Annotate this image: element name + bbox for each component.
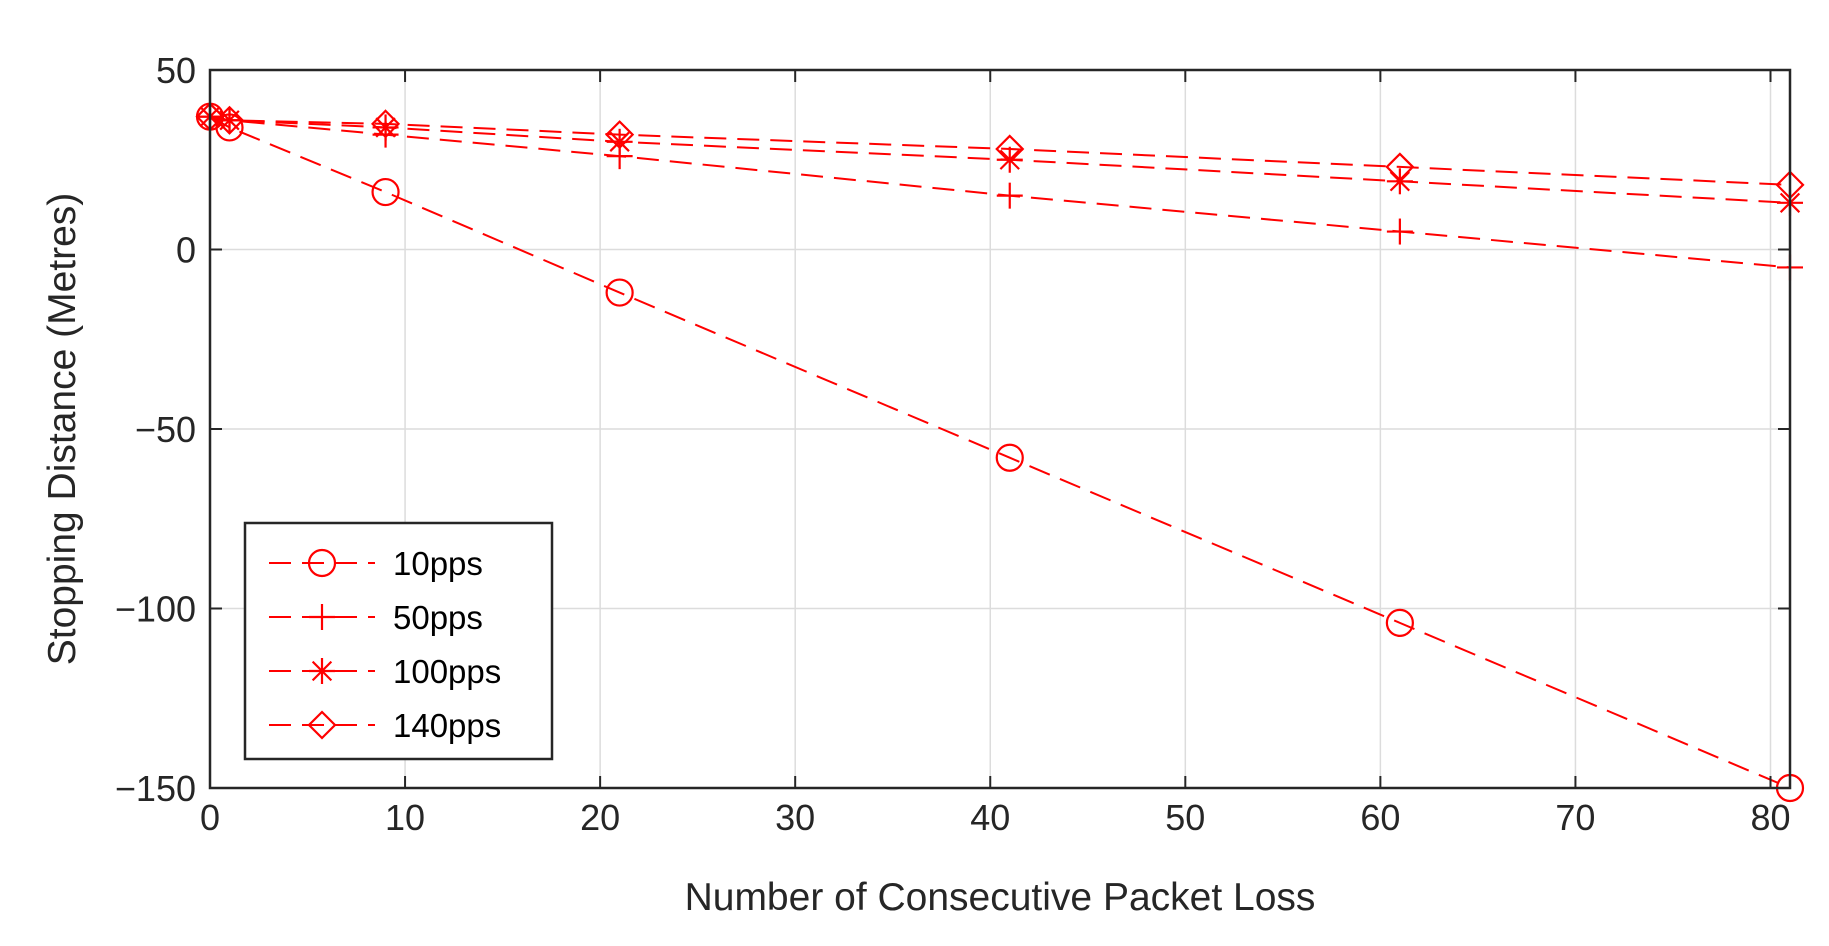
x-tick-label: 30: [775, 797, 815, 838]
marker-circle-shape: [371, 177, 400, 207]
y-tick-label: 0: [176, 230, 196, 271]
legend-label: 10pps: [393, 545, 483, 582]
marker-diamond-shape: [995, 134, 1025, 164]
data-point-10pps: [995, 443, 1024, 472]
data-point-140pps: [995, 134, 1025, 164]
x-tick-label: 0: [200, 797, 220, 838]
marker-star-d2: [311, 660, 333, 682]
marker-circle-shape: [1385, 608, 1414, 637]
x-tick-label: 20: [580, 797, 620, 838]
legend-box: [243, 521, 554, 761]
legend-marker: [309, 604, 335, 630]
x-tick-label: 50: [1165, 797, 1205, 838]
data-point-10pps: [1385, 608, 1414, 637]
marker-star-d2: [375, 117, 396, 138]
data-point-50pps: [1386, 218, 1413, 245]
y-tick-label: 50: [156, 50, 196, 91]
data-point-10pps: [371, 177, 400, 207]
legend-label: 50pps: [393, 599, 483, 636]
marker-diamond-shape: [605, 120, 635, 150]
y-axis-title: Stopping Distance (Metres): [41, 193, 84, 666]
legend-label: 100pps: [393, 653, 501, 690]
data-point-140pps: [370, 109, 401, 139]
marker-diamond-shape: [214, 105, 245, 135]
data-point-140pps: [1385, 152, 1415, 182]
legend-item-140pps: 140pps: [269, 707, 501, 744]
marker-circle-shape: [605, 278, 634, 307]
marker-diamond-shape: [1385, 152, 1415, 182]
marker-star-d2: [999, 149, 1020, 170]
data-point-140pps: [605, 120, 635, 150]
data-point-100pps: [606, 128, 633, 155]
legend-marker: [307, 548, 337, 578]
marker-circle-shape: [995, 443, 1024, 472]
data-point-10pps: [605, 278, 634, 307]
x-tick-label: 70: [1555, 797, 1595, 838]
series-group: [195, 102, 1805, 803]
series-line-140pps: [209, 115, 1791, 186]
legend-label: 140pps: [393, 707, 501, 744]
data-point-100pps: [996, 146, 1023, 173]
y-tick-label: −50: [135, 409, 196, 450]
x-tick-label: 80: [1750, 797, 1790, 838]
series-140pps: [195, 102, 1805, 200]
x-tick-label: 60: [1360, 797, 1400, 838]
y-tick-label: −150: [115, 768, 196, 809]
legend-item-10pps: 10pps: [269, 545, 483, 582]
legend-item-100pps: 100pps: [269, 653, 501, 690]
marker-circle-shape: [307, 548, 337, 578]
marker-diamond-shape: [370, 109, 401, 139]
x-tick-label: 10: [385, 797, 425, 838]
legend-item-50pps: 50pps: [269, 599, 483, 636]
data-point-50pps: [996, 182, 1023, 209]
ticks: 0 10 20 30 40 50 60 70 80 50 0 −50 −100 −150: [115, 50, 1791, 838]
marker-diamond-shape: [307, 710, 337, 740]
legend-marker: [309, 658, 335, 684]
data-point-140pps: [214, 105, 245, 135]
series-line-10pps: [209, 115, 1791, 789]
x-axis-title: Number of Consecutive Packet Loss: [685, 876, 1316, 919]
y-tick-label: −100: [115, 589, 196, 630]
legend: 10pps 50pps 100pps 140pps: [243, 521, 554, 761]
x-tick-label: 40: [970, 797, 1010, 838]
legend-marker: [307, 710, 337, 740]
